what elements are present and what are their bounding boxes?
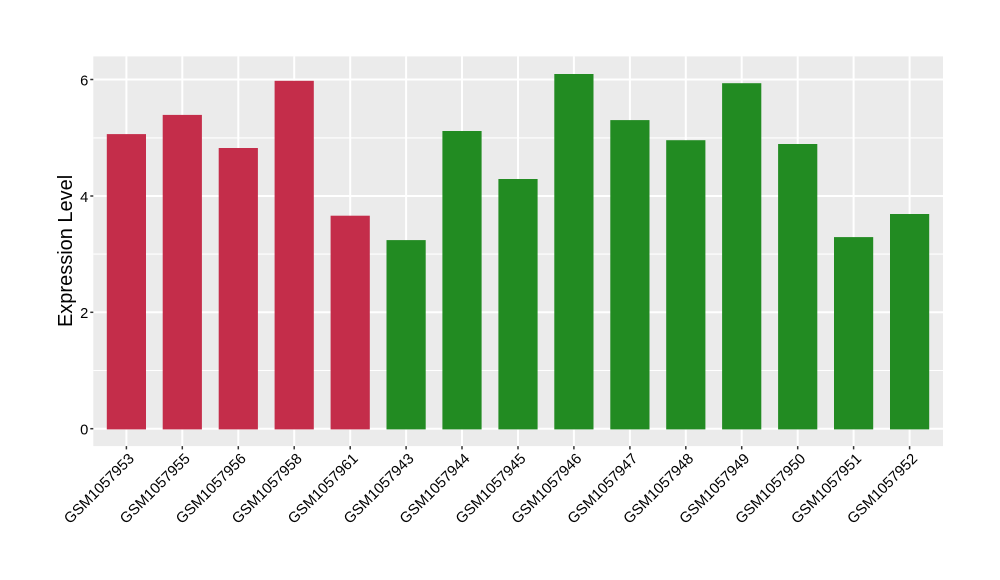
svg-text:Expression Level: Expression Level bbox=[55, 175, 77, 327]
svg-text:4: 4 bbox=[80, 190, 88, 206]
svg-text:6: 6 bbox=[80, 73, 88, 89]
svg-text:0: 0 bbox=[80, 423, 88, 439]
svg-text:2: 2 bbox=[80, 306, 88, 322]
